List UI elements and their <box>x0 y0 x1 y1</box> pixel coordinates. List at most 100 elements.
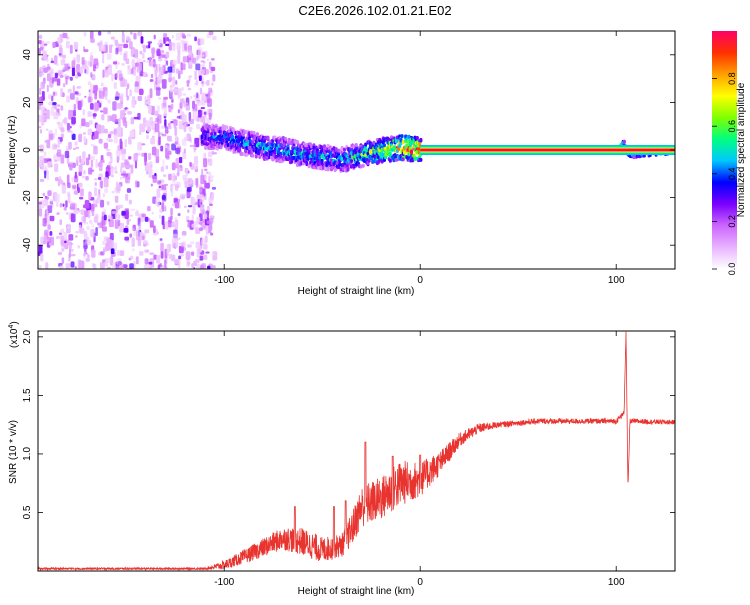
heatmap-noise-cell <box>134 160 138 169</box>
heatmap-noise-cell <box>207 265 211 269</box>
heatmap-noise-cell <box>125 240 130 243</box>
heatmap-ridge-cell <box>206 132 210 137</box>
heatmap-noise-cell <box>129 130 135 138</box>
heatmap-noise-cell <box>125 193 129 201</box>
y-tick-label: 20 <box>22 96 33 108</box>
heatmap-noise-cell <box>177 88 182 97</box>
heatmap-ridge-cell <box>419 157 423 162</box>
heatmap-ridge-cell <box>342 147 346 152</box>
heatmap-noise-cell <box>148 218 151 222</box>
heatmap-noise-cell <box>103 142 109 149</box>
heatmap-y-axis: -40 -20 0 20 40 <box>22 49 675 252</box>
heatmap-noise-cell <box>63 231 67 240</box>
heatmap-ridge-cell <box>310 144 314 149</box>
heatmap-noise-cell <box>87 60 90 66</box>
heatmap-noise-cell <box>150 73 154 79</box>
heatmap-noise-cell <box>46 84 49 93</box>
heatmap-noise-cell <box>66 191 71 197</box>
heatmap-noise-cell <box>163 174 167 178</box>
heatmap-noise-cell <box>85 257 90 262</box>
heatmap-noise-cell <box>45 41 51 44</box>
heatmap-noise-cell <box>86 64 89 75</box>
heatmap-noise-cell <box>180 63 186 70</box>
heatmap-noise-cell <box>157 97 162 100</box>
heatmap-noise-cell <box>49 200 54 205</box>
heatmap-noise-cell <box>127 111 132 115</box>
heatmap-noise-cell <box>179 102 183 109</box>
heatmap-noise-cell <box>54 159 58 163</box>
heatmap-noise-cell <box>69 44 73 54</box>
heatmap-ridge-cell <box>317 166 321 171</box>
heatmap-noise-cell <box>161 184 164 190</box>
heatmap-noise-cell <box>49 231 53 236</box>
heatmap-ridge-cell <box>388 158 392 163</box>
heatmap-noise-cell <box>68 253 71 262</box>
heatmap-noise-cell <box>107 115 110 122</box>
heatmap-noise-cell <box>164 58 167 62</box>
heatmap-noise-cell <box>87 208 91 219</box>
heatmap-noise-cell <box>71 176 75 182</box>
heatmap-noise-cell <box>129 263 134 269</box>
heatmap-noise-cell <box>149 252 155 255</box>
heatmap-noise-cell <box>129 89 132 97</box>
heatmap-noise-cell <box>207 171 212 176</box>
heatmap-noise-cell <box>68 234 74 241</box>
heatmap-ridge-cell <box>253 134 257 139</box>
heatmap-noise-cell <box>203 158 208 168</box>
heatmap-noise-cell <box>90 159 94 168</box>
heatmap-noise-cell <box>43 151 47 157</box>
heatmap-noise-cell <box>85 236 90 240</box>
heatmap-noise-cell <box>161 54 166 58</box>
heatmap-noise-cell <box>169 41 172 52</box>
heatmap-noise-cell <box>158 63 161 72</box>
heatmap-noise-cell <box>181 86 184 91</box>
heatmap-noise-cell <box>126 95 130 100</box>
heatmap-noise-cell <box>206 80 210 86</box>
heatmap-noise-cell <box>64 240 67 244</box>
heatmap-noise-cell <box>192 204 196 215</box>
heatmap-noise-cell <box>211 193 214 203</box>
heatmap-noise-cell <box>187 205 193 208</box>
heatmap-noise-cell <box>154 172 157 177</box>
heatmap-noise-cell <box>125 87 128 98</box>
heatmap-ridge-cell <box>322 144 326 149</box>
heatmap-noise-cell <box>115 205 118 213</box>
snr-scale-exp: 4 <box>8 325 15 329</box>
heatmap-noise-cell <box>142 240 148 246</box>
heatmap-noise-cell <box>94 130 99 139</box>
heatmap-noise-cell <box>89 58 94 67</box>
heatmap-noise-cell <box>78 260 83 269</box>
heatmap-ridge-cell <box>311 153 315 158</box>
heatmap-noise-cell <box>81 118 86 127</box>
heatmap-ylabel: Frequency (Hz) <box>7 116 18 185</box>
heatmap-noise-cell <box>175 32 181 41</box>
heatmap-ridge-cell <box>332 165 336 170</box>
heatmap-noise-cell <box>124 236 130 241</box>
heatmap-noise-cell <box>65 200 68 208</box>
heatmap-noise-cell <box>205 93 209 97</box>
heatmap-noise-cell <box>144 152 148 163</box>
heatmap-noise-cell <box>155 155 160 164</box>
heatmap-noise-cell <box>167 105 171 109</box>
heatmap-noise-cell <box>203 254 208 261</box>
heatmap-noise-cell <box>103 179 109 188</box>
heatmap-noise-cell <box>210 66 216 72</box>
heatmap-noise-cell <box>50 60 55 64</box>
heatmap-noise-cell <box>161 65 164 75</box>
heatmap-noise-cell <box>211 150 215 155</box>
heatmap-noise-cell <box>84 210 89 218</box>
heatmap-noise-cell <box>201 92 207 102</box>
heatmap-noise-cell <box>193 94 196 98</box>
heatmap-noise-cell <box>88 219 93 224</box>
heatmap-ridge-band <box>420 149 675 151</box>
heatmap-noise-cell <box>107 133 112 139</box>
heatmap-noise-cell <box>99 199 105 208</box>
heatmap-noise-cell <box>60 127 65 133</box>
heatmap-noise-cell <box>81 175 86 179</box>
heatmap-noise-cell <box>43 200 49 207</box>
heatmap-noise-cell <box>178 242 184 245</box>
y-tick-label: 2.0 <box>22 329 33 343</box>
heatmap-ridge-cell <box>207 124 211 129</box>
heatmap-noise-cell <box>147 152 152 161</box>
heatmap-noise-cell <box>164 144 168 149</box>
